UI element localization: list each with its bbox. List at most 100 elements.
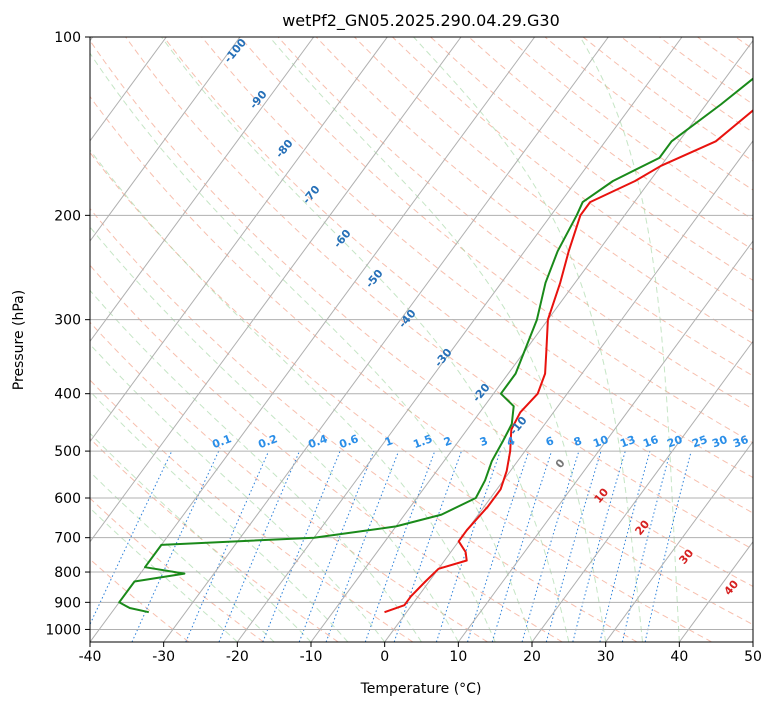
y-tick-label: 900 xyxy=(54,595,81,611)
moist-adiabat-line xyxy=(90,343,386,642)
dry-adiabat-line xyxy=(277,37,753,410)
mixing-ratio-line xyxy=(644,450,692,642)
y-tick-label: 200 xyxy=(54,208,81,224)
moist-adiabat-line xyxy=(90,52,533,642)
dry-adiabat-label: -80 xyxy=(273,137,296,161)
x-tick-label: -30 xyxy=(152,649,175,665)
moist-adiabat-line xyxy=(269,37,607,642)
dry-adiabat-line xyxy=(90,39,753,588)
mixing-ratio-label: 25 xyxy=(690,433,709,450)
mixing-ratio-label: 3 xyxy=(478,434,490,449)
mixing-ratio-label: 16 xyxy=(641,433,660,451)
moist-adiabat-line xyxy=(579,37,680,642)
mixing-ratio-line xyxy=(599,450,651,642)
mixing-ratio-line xyxy=(185,450,270,642)
y-axis-label: Pressure (hPa) xyxy=(11,290,27,390)
y-tick-label: 600 xyxy=(54,491,81,507)
isotherm-line xyxy=(90,37,241,242)
y-tick-label: 400 xyxy=(54,387,81,403)
moist-adiabat-line xyxy=(90,289,422,642)
dry-adiabat-line xyxy=(163,37,753,514)
mixing-ratio-line xyxy=(545,450,602,642)
dry-adiabat-line xyxy=(90,437,339,642)
mixing-ratio-line xyxy=(393,450,462,642)
mixing-ratio-label: 1.5 xyxy=(411,432,434,451)
moist-adiabat-line xyxy=(413,37,643,642)
x-tick-label: 50 xyxy=(744,649,762,665)
y-tick-label: 300 xyxy=(54,313,81,329)
dry-adiabat-label: -60 xyxy=(331,227,354,251)
dewpoint-line xyxy=(118,77,753,614)
mixing-ratio-line xyxy=(435,450,501,642)
dry-adiabat-line xyxy=(90,207,638,642)
moist-adiabat-label: 10 xyxy=(591,485,611,505)
moist-adiabat-line xyxy=(161,37,570,642)
isotherm-line xyxy=(90,37,388,443)
isotherm-line xyxy=(236,37,683,642)
mixing-ratio-line xyxy=(621,450,671,642)
dry-adiabat-line xyxy=(125,37,753,550)
mixing-ratio-label: 6 xyxy=(544,434,556,449)
dry-adiabat-line xyxy=(90,151,712,642)
dry-adiabat-line xyxy=(468,37,753,251)
dry-adiabat-label: -30 xyxy=(432,346,455,370)
moist-adiabat-label: 30 xyxy=(676,546,696,566)
dry-adiabat-line xyxy=(239,37,753,444)
x-tick-label: 40 xyxy=(670,649,688,665)
grid-lines xyxy=(90,37,753,642)
y-tick-label: 700 xyxy=(54,531,81,547)
y-tick-label: 500 xyxy=(54,444,81,460)
y-tick-label: 1000 xyxy=(45,622,81,638)
mixing-ratio-label: 36 xyxy=(731,433,750,451)
x-tick-label: -40 xyxy=(79,649,102,665)
mixing-ratio-line xyxy=(521,450,580,642)
background-lines xyxy=(90,37,753,642)
mixing-ratio-line xyxy=(298,450,375,642)
isotherm-line xyxy=(752,641,753,642)
mixing-ratio-line xyxy=(491,450,553,642)
x-tick-label: 30 xyxy=(597,649,615,665)
dry-adiabat-label: -100 xyxy=(221,36,249,66)
isotherm-line xyxy=(90,37,462,543)
mixing-ratio-line xyxy=(218,450,300,642)
x-axis-label: Temperature (°C) xyxy=(360,681,482,697)
dry-adiabat-line xyxy=(735,37,753,50)
dry-adiabat-label: -20 xyxy=(470,381,493,405)
dry-adiabat-line xyxy=(544,37,753,191)
mixing-ratio-label: 0.1 xyxy=(210,432,233,451)
isotherm-line xyxy=(531,340,753,642)
mixing-ratio-label: 13 xyxy=(618,433,637,450)
mixing-ratio-label: 20 xyxy=(665,433,684,451)
moist-adiabat-line xyxy=(90,226,459,642)
mixing-ratio-label: 4 xyxy=(505,434,517,449)
x-tick-label: 0 xyxy=(380,649,389,665)
dry-adiabat-line xyxy=(90,264,563,642)
moist-adiabat-line xyxy=(90,471,275,642)
isotherm-line xyxy=(90,37,315,343)
dry-adiabat-label: -90 xyxy=(247,88,270,112)
dry-adiabat-label: -50 xyxy=(363,267,386,291)
mixing-ratio-label: 0.6 xyxy=(337,432,360,451)
mixing-ratio-line xyxy=(325,450,400,642)
isotherm-line xyxy=(90,37,167,142)
dry-adiabat-line xyxy=(430,37,753,281)
x-tick-label: 10 xyxy=(449,649,467,665)
mixing-ratio-label: 1 xyxy=(383,434,395,449)
plot-frame xyxy=(89,36,754,643)
dry-adiabat-line xyxy=(659,37,753,105)
isotherm-line xyxy=(678,540,753,642)
mixing-ratio-line xyxy=(572,450,626,642)
moist-adiabat-label: 20 xyxy=(632,517,652,537)
mixing-ratio-line xyxy=(90,450,173,626)
dry-adiabat-line xyxy=(90,558,190,642)
mixing-ratio-line xyxy=(262,450,341,642)
isotherm-line xyxy=(605,440,753,642)
dry-adiabat-line xyxy=(90,95,753,626)
mixing-ratio-label: 0.2 xyxy=(256,432,279,451)
x-tick-label: -20 xyxy=(226,649,249,665)
mixing-ratio-label: 2 xyxy=(442,434,454,449)
x-axis: -40 -30 -20 -10 0 10 20 30 40 50 xyxy=(79,642,762,665)
x-tick-label: 20 xyxy=(523,649,541,665)
temperature-line xyxy=(384,109,753,614)
